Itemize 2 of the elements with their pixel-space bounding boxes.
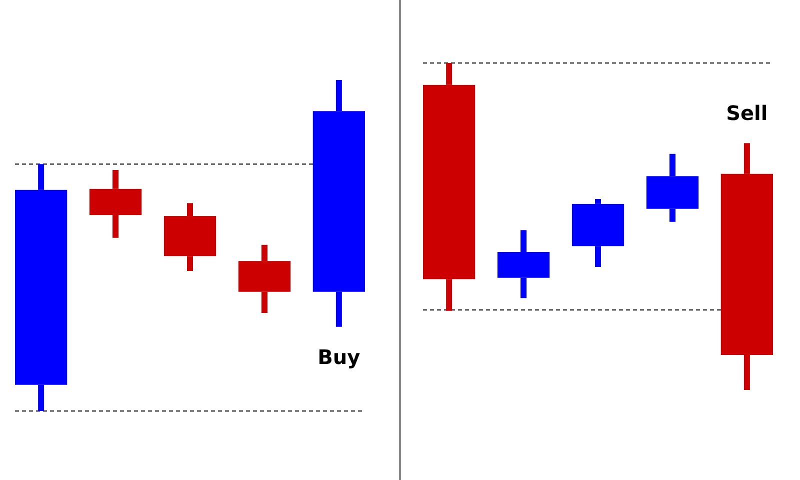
annotation: Buy (318, 344, 360, 369)
annotation: Sell (726, 101, 768, 126)
